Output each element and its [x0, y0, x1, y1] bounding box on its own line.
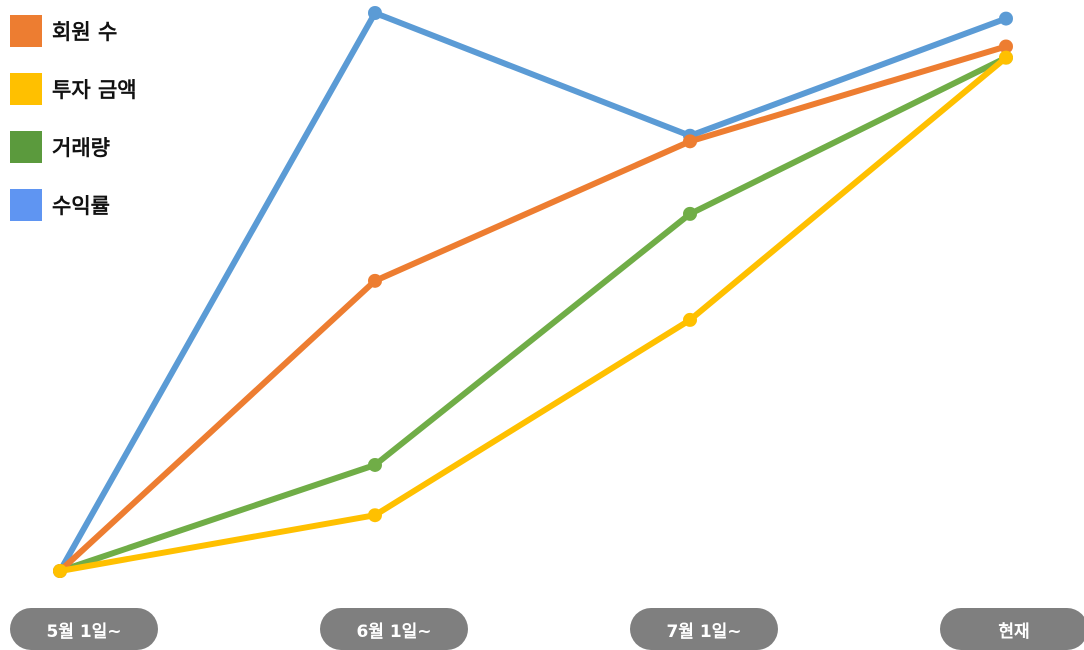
- series-line-volume: [57, 54, 1009, 574]
- data-point-members-2: [683, 134, 697, 149]
- series-line-return: [57, 10, 1009, 574]
- legend-label-members: 회원 수: [52, 20, 118, 44]
- legend-swatch-investment: [10, 73, 42, 105]
- data-point-volume-1: [368, 457, 382, 472]
- legend-item-volume: 거래량: [10, 118, 137, 176]
- legend-item-members: 회원 수: [10, 2, 137, 60]
- data-point-members-3: [999, 39, 1013, 54]
- data-point-investment-1: [368, 508, 382, 523]
- x-axis-labels: 5월 1일~ 6월 1일~ 7월 1일~ 현재: [0, 608, 1084, 650]
- legend-swatch-volume: [10, 131, 42, 163]
- x-tick-label-june: 6월 1일~: [320, 608, 468, 650]
- data-point-volume-2: [683, 206, 697, 221]
- data-point-return-3: [999, 11, 1013, 26]
- legend-label-volume: 거래량: [52, 136, 110, 160]
- chart-legend: 회원 수 투자 금액 거래량 수익률: [10, 2, 137, 234]
- legend-item-investment: 투자 금액: [10, 60, 137, 118]
- x-tick-label-may: 5월 1일~: [10, 608, 158, 650]
- data-point-investment-0: [53, 564, 67, 578]
- data-point-return-1: [368, 6, 382, 20]
- data-point-investment-2: [683, 312, 697, 327]
- legend-label-return: 수익률: [52, 194, 110, 218]
- x-tick-label-now: 현재: [940, 608, 1084, 650]
- legend-label-investment: 투자 금액: [52, 78, 137, 102]
- legend-swatch-return: [10, 189, 42, 221]
- data-point-investment-3: [999, 50, 1013, 65]
- legend-swatch-members: [10, 15, 42, 47]
- series-line-members: [57, 43, 1009, 574]
- x-tick-label-july: 7월 1일~: [630, 608, 778, 650]
- series-line-investment: [57, 54, 1009, 574]
- data-point-members-1: [368, 273, 382, 288]
- legend-item-return: 수익률: [10, 176, 137, 234]
